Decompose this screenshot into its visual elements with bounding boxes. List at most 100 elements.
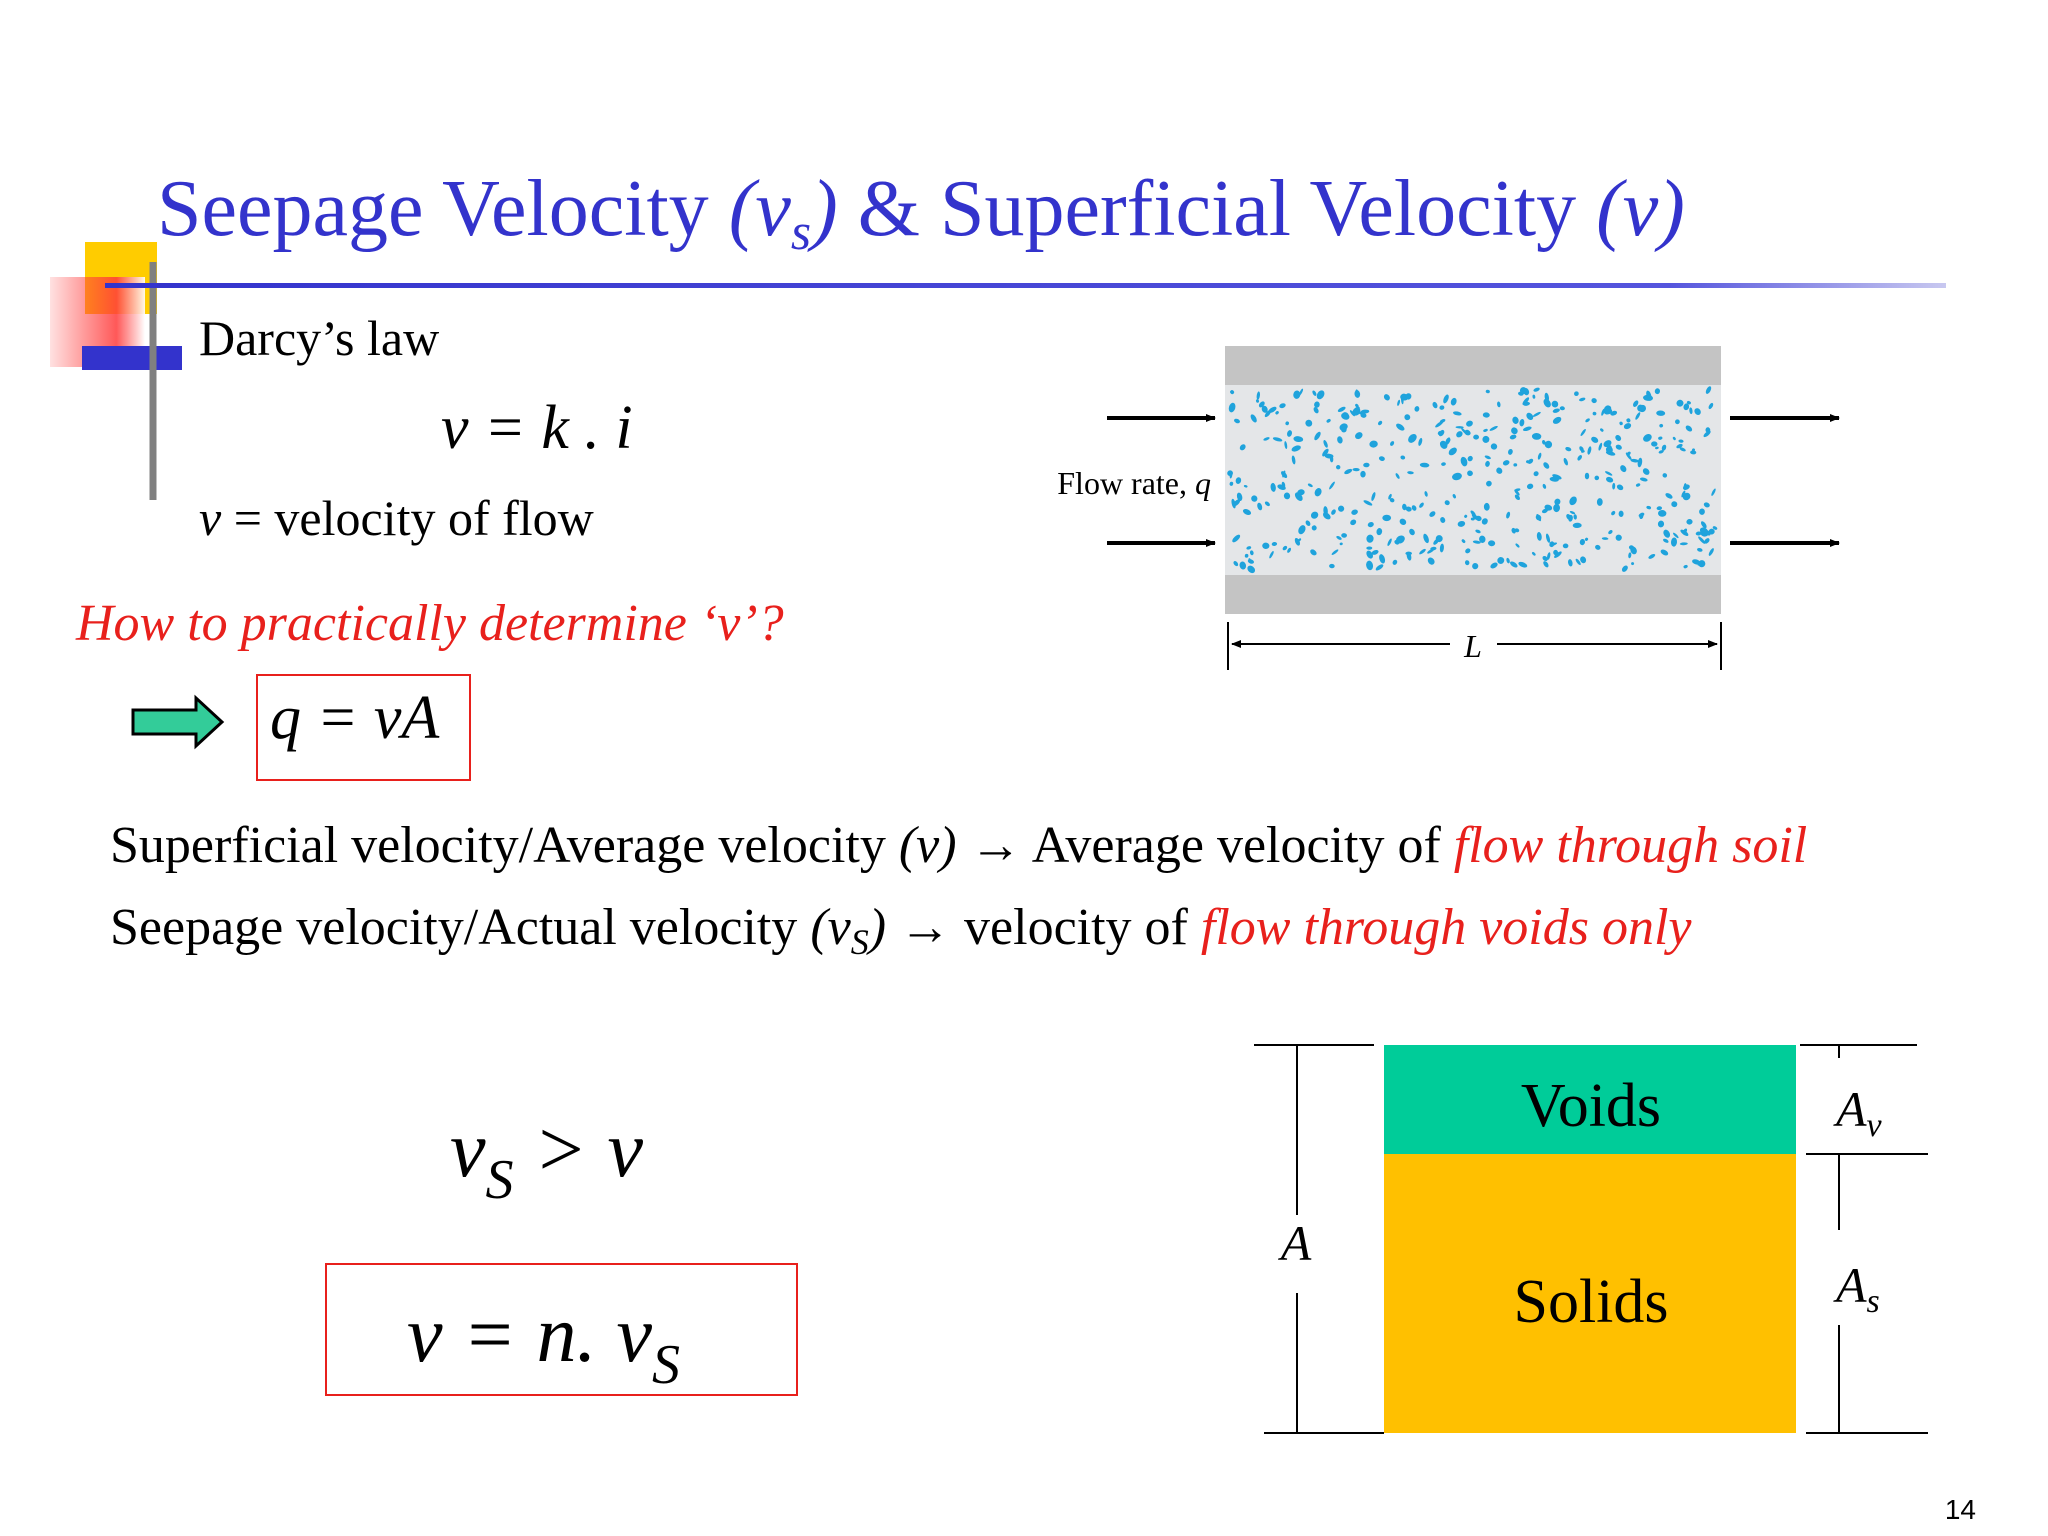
pore [1461,539,1466,544]
pore [1522,426,1532,432]
pore [1467,470,1473,477]
pore [1397,399,1401,406]
pore [1396,423,1405,431]
pore [1654,388,1661,395]
pore [1239,444,1246,451]
pore [1404,414,1411,421]
pore [1506,557,1510,564]
pore [1369,440,1378,448]
pore [1485,389,1490,394]
dimension-lines [1254,1044,1928,1434]
pore [1322,512,1331,520]
pore [1699,527,1708,535]
pore [1594,475,1600,481]
pore [1658,509,1667,517]
pore [1441,462,1446,466]
symbol: q [1195,465,1211,501]
pore [1229,481,1234,486]
pore [1481,518,1488,525]
pore [1329,563,1335,569]
pore [1704,538,1710,544]
pore [1554,551,1562,558]
pore [1543,398,1551,408]
pore [1235,477,1242,484]
pore [1411,505,1417,511]
definition-line: Seepage velocity/Actual velocity (vS) → … [110,899,1692,962]
pore [1591,398,1597,404]
pore [1579,539,1586,546]
pore [1612,482,1616,490]
title-text: & Superficial Velocity [838,165,1596,253]
pore [1559,406,1565,411]
pore [1595,544,1601,550]
relation-box [325,1263,798,1396]
deco-bar [82,346,182,370]
pore [1661,444,1667,451]
pore [1269,551,1274,559]
pore [1360,412,1367,418]
pore [1519,387,1527,395]
pore [1554,498,1561,505]
pore [1698,536,1706,544]
pore [1562,543,1569,549]
pore [1519,419,1525,427]
pore [1683,403,1690,411]
pore [1329,481,1335,490]
darcy-equation: v = k . i [441,394,633,462]
area-figure: Voids Solids A Av As [1254,1044,1928,1434]
pore [1337,505,1345,512]
pore [1635,412,1641,420]
pore [1531,551,1536,556]
pore [1382,514,1392,522]
pore [1646,505,1652,510]
flow-label: Flow rate, q [1057,465,1211,501]
pore [1291,445,1301,452]
subscript: s [1867,1283,1880,1320]
highlight: flow through voids only [1201,899,1693,956]
pore [1363,462,1370,468]
pore [1542,439,1546,445]
pore [1625,452,1632,460]
pore [1457,520,1466,527]
pore [1323,440,1328,448]
pore [1544,392,1550,402]
pore [1483,502,1490,511]
pore [1427,557,1435,565]
pore [1679,447,1686,452]
pore [1475,529,1481,534]
pore [1615,534,1622,541]
pore [1284,441,1288,450]
subscript: S [486,1149,514,1211]
pore [1353,406,1360,413]
pore [1584,537,1589,541]
pore [1533,471,1539,477]
pore [1569,510,1576,515]
subscript: v [1867,1107,1883,1144]
pore [1628,552,1632,559]
pore [1552,416,1562,424]
pore [1305,520,1311,526]
pore [1395,473,1400,479]
pore [1663,538,1669,543]
pore [1596,498,1603,506]
total-area-label: A [1278,1215,1312,1271]
pore [1546,552,1551,560]
pore [1660,549,1669,556]
pore [1407,471,1414,475]
pore [1482,412,1490,418]
pore [1383,394,1390,401]
pore [1418,437,1423,446]
definition-text: = velocity of flow [221,490,594,546]
question: How to practically determine ‘v’? [75,595,784,652]
voids-label: Voids [1521,1072,1661,1140]
pore [1437,431,1442,436]
pore [1419,548,1426,555]
pore [1285,421,1290,426]
pore [1331,549,1339,555]
pore [1575,558,1581,566]
pore [1712,526,1718,530]
pore [1697,548,1703,552]
pore [1312,390,1317,396]
pore [1686,401,1691,405]
pore [1470,517,1475,521]
